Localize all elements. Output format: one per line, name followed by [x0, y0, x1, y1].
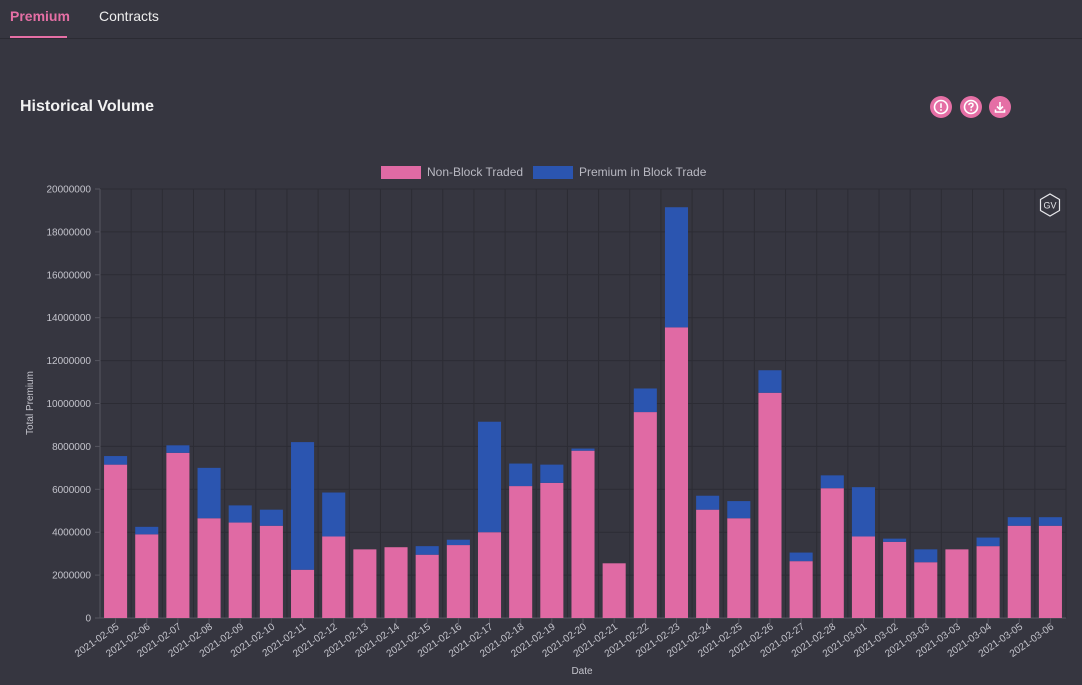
bar-non-block[interactable] — [820, 488, 844, 618]
bar-block-trade[interactable] — [914, 549, 938, 563]
bar-block-trade[interactable] — [104, 456, 128, 465]
bar-block-trade[interactable] — [633, 388, 657, 413]
bar-non-block[interactable] — [166, 452, 190, 618]
bar-non-block[interactable] — [602, 563, 626, 618]
y-tick-label: 8000000 — [52, 442, 91, 453]
tab-premium[interactable]: Premium — [10, 8, 70, 24]
bar-block-trade[interactable] — [851, 487, 875, 537]
y-tick-label: 20000000 — [47, 185, 92, 196]
bar-non-block[interactable] — [945, 549, 969, 618]
bar-block-trade[interactable] — [1007, 517, 1031, 526]
bar-block-trade[interactable] — [571, 448, 595, 451]
bar-non-block[interactable] — [353, 549, 377, 618]
active-tab-indicator — [10, 36, 67, 38]
bar-non-block[interactable] — [540, 482, 564, 618]
bar-non-block[interactable] — [446, 545, 470, 618]
x-axis-title: Date — [571, 666, 593, 677]
bar-non-block[interactable] — [1007, 525, 1031, 618]
bar-non-block[interactable] — [104, 464, 128, 618]
chart-legend: Non-Block Traded Premium in Block Trade — [0, 163, 1082, 181]
bar-block-trade[interactable] — [883, 538, 907, 542]
gv-badge-label: GV — [1043, 201, 1056, 211]
bar-non-block[interactable] — [976, 546, 1000, 618]
alert-icon[interactable] — [930, 96, 952, 118]
bar-block-trade[interactable] — [322, 492, 346, 537]
bar-non-block[interactable] — [758, 392, 782, 618]
bar-block-trade[interactable] — [135, 526, 159, 535]
bar-non-block[interactable] — [696, 509, 720, 618]
bar-non-block[interactable] — [135, 534, 159, 618]
bar-non-block[interactable] — [291, 569, 315, 618]
bar-non-block[interactable] — [415, 554, 439, 618]
legend-label-block: Premium in Block Trade — [579, 165, 707, 179]
bar-block-trade[interactable] — [540, 464, 564, 483]
bar-non-block[interactable] — [1038, 525, 1062, 618]
tab-contracts[interactable]: Contracts — [99, 8, 159, 24]
y-tick-label: 6000000 — [52, 485, 91, 496]
bar-non-block[interactable] — [477, 532, 502, 618]
y-tick-label: 10000000 — [47, 399, 92, 410]
bar-non-block[interactable] — [633, 412, 657, 618]
legend-swatch-non-block — [381, 166, 421, 179]
bar-block-trade[interactable] — [197, 467, 221, 519]
bar-non-block[interactable] — [571, 450, 595, 618]
bar-non-block[interactable] — [851, 536, 875, 618]
tab-bar: Premium Contracts — [0, 0, 1082, 39]
bar-non-block[interactable] — [384, 547, 408, 618]
bar-block-trade[interactable] — [446, 539, 470, 546]
download-icon[interactable] — [989, 96, 1011, 118]
legend-label-non-block: Non-Block Traded — [427, 165, 524, 179]
help-icon[interactable] — [960, 96, 982, 118]
bar-block-trade[interactable] — [228, 505, 252, 523]
bar-block-trade[interactable] — [1038, 517, 1062, 526]
gv-badge-icon[interactable] — [1039, 193, 1061, 217]
panel-title: Historical Volume — [20, 98, 154, 115]
bar-block-trade[interactable] — [789, 552, 813, 562]
bar-non-block[interactable] — [914, 562, 938, 618]
bar-non-block[interactable] — [789, 561, 813, 618]
bar-block-trade[interactable] — [477, 421, 502, 533]
y-tick-label: 12000000 — [47, 356, 92, 367]
bar-block-trade[interactable] — [727, 501, 751, 519]
bar-non-block[interactable] — [322, 536, 346, 618]
bar-non-block[interactable] — [259, 525, 283, 618]
bar-block-trade[interactable] — [509, 463, 533, 487]
bar-block-trade[interactable] — [758, 370, 782, 393]
y-axis-title: Total Premium — [25, 371, 36, 435]
bar-non-block[interactable] — [228, 522, 252, 618]
bar-block-trade[interactable] — [259, 509, 283, 526]
bar-non-block[interactable] — [509, 486, 533, 618]
bar-block-trade[interactable] — [291, 442, 315, 570]
legend-swatch-block — [533, 166, 573, 179]
bar-block-trade[interactable] — [696, 495, 720, 510]
bar-non-block[interactable] — [883, 541, 907, 618]
bar-non-block[interactable] — [197, 518, 221, 618]
y-tick-label: 16000000 — [47, 270, 92, 281]
bar-block-trade[interactable] — [664, 207, 689, 328]
y-tick-label: 0 — [85, 614, 91, 625]
y-tick-label: 18000000 — [47, 227, 92, 238]
bar-block-trade[interactable] — [415, 546, 439, 555]
y-tick-label: 2000000 — [52, 571, 91, 582]
bar-non-block[interactable] — [727, 518, 751, 618]
bar-block-trade[interactable] — [976, 537, 1000, 547]
bar-non-block[interactable] — [664, 327, 689, 618]
bar-block-trade[interactable] — [820, 475, 844, 489]
y-tick-label: 4000000 — [52, 528, 91, 539]
bar-block-trade[interactable] — [166, 445, 190, 453]
y-tick-label: 14000000 — [47, 313, 92, 324]
